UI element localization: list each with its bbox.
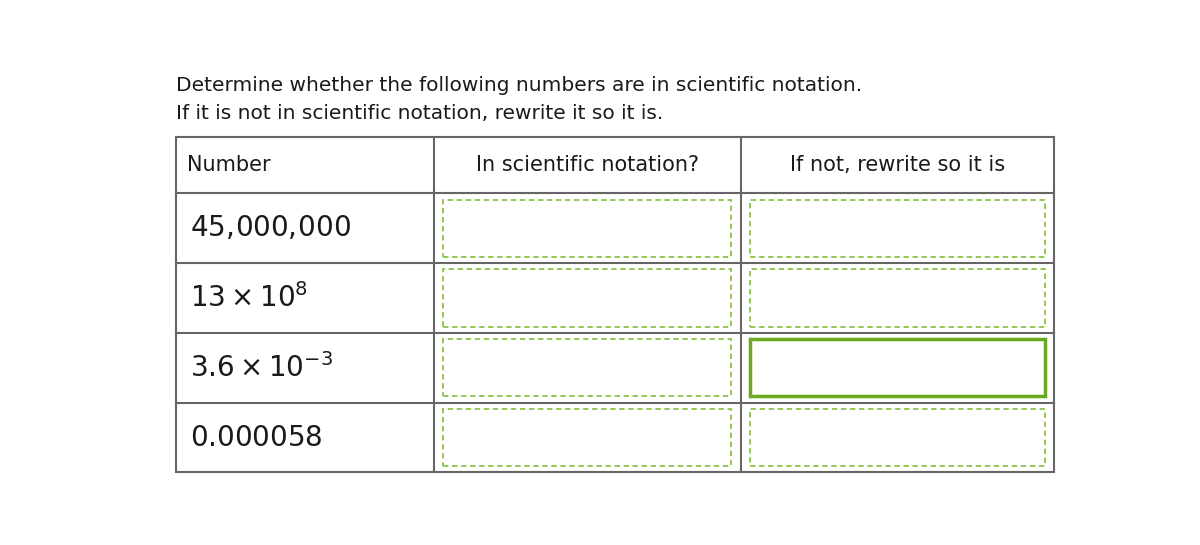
Bar (443, 199, 731, 257)
Text: $0.000058$: $0.000058$ (190, 423, 323, 452)
Bar (750, 199, 1045, 257)
Bar (750, 409, 1045, 466)
Bar (443, 269, 731, 326)
Text: If it is not in scientific notation, rewrite it so it is.: If it is not in scientific notation, rew… (176, 104, 664, 123)
Text: If not, rewrite so it is: If not, rewrite so it is (790, 155, 1004, 175)
Bar (750, 339, 1045, 396)
Bar (750, 269, 1045, 326)
Bar (443, 409, 731, 466)
Text: $13 \times 10^{8}$: $13 \times 10^{8}$ (190, 283, 308, 313)
Text: In scientific notation?: In scientific notation? (475, 155, 698, 175)
Bar (443, 339, 731, 396)
Text: $3.6 \times 10^{-3}$: $3.6 \times 10^{-3}$ (190, 353, 332, 383)
Bar (176, 137, 1054, 473)
Text: $45,\!000,\!000$: $45,\!000,\!000$ (190, 214, 350, 243)
Text: Number: Number (187, 155, 271, 175)
Text: Determine whether the following numbers are in scientific notation.: Determine whether the following numbers … (176, 76, 862, 95)
